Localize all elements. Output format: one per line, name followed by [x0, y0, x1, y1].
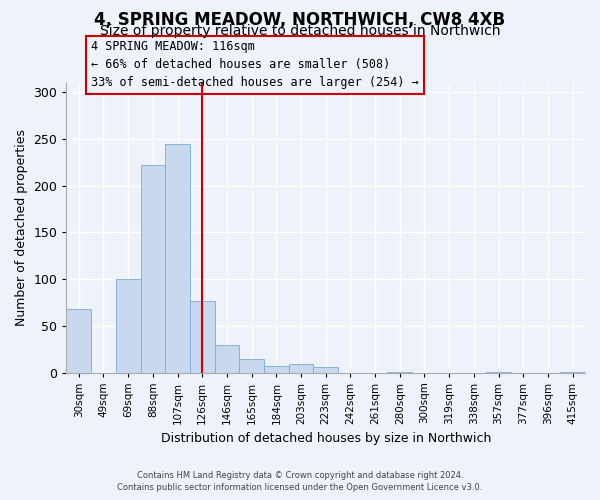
Bar [140, 165, 165, 372]
Text: 4 SPRING MEADOW: 116sqm
← 66% of detached houses are smaller (508)
33% of semi-d: 4 SPRING MEADOW: 116sqm ← 66% of detache… [91, 40, 419, 90]
Bar [116, 279, 140, 372]
Bar [165, 144, 190, 372]
Bar [215, 346, 239, 372]
X-axis label: Distribution of detached houses by size in Northwich: Distribution of detached houses by size … [161, 432, 491, 445]
Y-axis label: Number of detached properties: Number of detached properties [15, 129, 28, 326]
Bar [239, 360, 264, 372]
Bar [67, 309, 91, 372]
Bar [313, 367, 338, 372]
Text: Size of property relative to detached houses in Northwich: Size of property relative to detached ho… [100, 24, 500, 38]
Text: Contains HM Land Registry data © Crown copyright and database right 2024.
Contai: Contains HM Land Registry data © Crown c… [118, 471, 482, 492]
Bar [289, 364, 313, 372]
Bar [190, 300, 215, 372]
Bar [264, 366, 289, 372]
Text: 4, SPRING MEADOW, NORTHWICH, CW8 4XB: 4, SPRING MEADOW, NORTHWICH, CW8 4XB [94, 11, 506, 29]
